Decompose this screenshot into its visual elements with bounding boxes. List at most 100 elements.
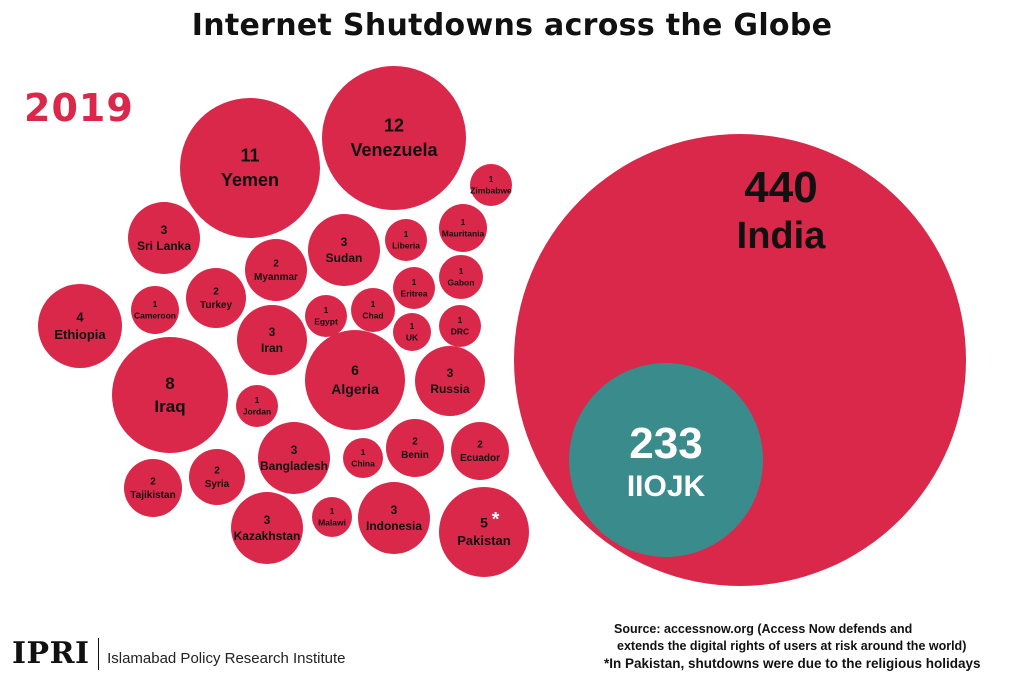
bubble-indonesia: 3 Indonesia — [358, 482, 430, 554]
bubble-mauritania: 1 Mauritania — [439, 204, 487, 252]
bubble-circle-mauritania — [439, 204, 487, 252]
bubble-label-kazakhstan: Kazakhstan — [234, 529, 301, 543]
logo-institute-name: Islamabad Policy Research Institute — [107, 650, 346, 667]
source-note-line2: extends the digital rights of users at r… — [617, 639, 967, 653]
source-note-line1: Source: accessnow.org (Access Now defend… — [614, 622, 913, 636]
bubble-value-benin: 2 — [412, 437, 418, 448]
bubble-value-malawi: 1 — [330, 507, 335, 516]
bubble-myanmar: 2 Myanmar — [245, 239, 307, 301]
bubble-value-iiojk: 233 — [629, 419, 702, 468]
chart-title: Internet Shutdowns across the Globe — [191, 8, 833, 43]
bubble-value-chad: 1 — [371, 300, 376, 309]
bubble-circle-iran — [237, 305, 307, 375]
bubble-value-jordan: 1 — [255, 396, 260, 405]
bubble-circle-sudan — [308, 214, 380, 286]
bubble-circle-chad — [351, 288, 395, 332]
bubble-jordan: 1 Jordan — [236, 385, 278, 427]
bubble-label-jordan: Jordan — [243, 407, 271, 417]
bubble-value-kazakhstan: 3 — [264, 513, 271, 527]
bubble-value-egypt: 1 — [324, 306, 329, 315]
bubble-algeria: 6 Algeria — [305, 330, 405, 430]
bubble-circle-iiojk — [569, 363, 763, 557]
bubble-label-malawi: Malawi — [318, 518, 346, 528]
bubble-circle-cameroon — [131, 286, 179, 334]
bubble-value-china: 1 — [361, 448, 366, 457]
bubble-value-russia: 3 — [447, 366, 454, 380]
bubble-circle-venezuela — [322, 66, 466, 210]
bubble-sudan: 3 Sudan — [308, 214, 380, 286]
bubble-marker-pakistan: * — [492, 508, 500, 530]
bubble-circle-turkey — [186, 268, 246, 328]
bubble-iraq: 8 Iraq — [112, 337, 228, 453]
bubble-value-liberia: 1 — [404, 230, 409, 239]
bubble-circle-eritrea — [393, 267, 435, 309]
footnote: *In Pakistan, shutdowns were due to the … — [604, 656, 981, 671]
bubble-circle-gabon — [439, 255, 483, 299]
bubble-eritrea: 1 Eritrea — [393, 267, 435, 309]
bubble-label-myanmar: Myanmar — [254, 272, 298, 283]
bubble-value-algeria: 6 — [351, 362, 359, 378]
bubble-label-iiojk: IIOJK — [627, 470, 706, 503]
bubble-ethiopia: 4 Ethiopia — [38, 284, 122, 368]
bubble-value-ethiopia: 4 — [76, 309, 84, 324]
bubble-malawi: 1 Malawi — [312, 497, 352, 537]
bubble-label-uk: UK — [406, 333, 419, 343]
bubble-label-india: India — [737, 215, 827, 257]
bubble-label-pakistan: Pakistan — [457, 533, 511, 548]
bubble-label-sudan: Sudan — [326, 251, 363, 265]
bubble-pakistan: 5 * Pakistan — [439, 487, 529, 577]
bubble-label-iraq: Iraq — [154, 397, 185, 416]
bubble-russia: 3 Russia — [415, 346, 485, 416]
chart-year: 2019 — [24, 86, 134, 130]
bubble-label-sri-lanka: Sri Lanka — [137, 239, 191, 253]
bubble-circle-yemen — [180, 98, 320, 238]
bubble-circle-pakistan — [439, 487, 529, 577]
bubble-label-bangladesh: Bangladesh — [260, 459, 328, 473]
bubble-gabon: 1 Gabon — [439, 255, 483, 299]
bubble-label-mauritania: Mauritania — [442, 229, 485, 239]
bubble-circle-ecuador — [451, 422, 509, 480]
bubble-value-india: 440 — [744, 163, 817, 212]
bubble-value-venezuela: 12 — [384, 116, 404, 136]
bubble-value-myanmar: 2 — [273, 259, 279, 270]
bubble-label-benin: Benin — [401, 450, 429, 461]
bubble-value-eritrea: 1 — [412, 278, 417, 287]
bubble-value-indonesia: 3 — [391, 503, 398, 517]
bubble-value-mauritania: 1 — [461, 218, 466, 227]
bubble-egypt: 1 Egypt — [305, 295, 347, 337]
bubble-uk: 1 UK — [393, 313, 431, 351]
bubble-label-drc: DRC — [451, 327, 469, 337]
bubble-label-china: China — [351, 459, 375, 469]
bubble-kazakhstan: 3 Kazakhstan — [231, 492, 303, 564]
bubble-circle-liberia — [385, 219, 427, 261]
bubble-bangladesh: 3 Bangladesh — [258, 422, 330, 494]
bubble-drc: 1 DRC — [439, 305, 481, 347]
bubble-value-sri-lanka: 3 — [161, 223, 168, 237]
bubble-circle-drc — [439, 305, 481, 347]
bubble-circle-russia — [415, 346, 485, 416]
bubble-circle-uk — [393, 313, 431, 351]
bubble-label-ethiopia: Ethiopia — [54, 327, 106, 342]
bubble-label-cameroon: Cameroon — [134, 311, 176, 321]
bubble-label-indonesia: Indonesia — [366, 519, 422, 533]
bubble-tajikistan: 2 Tajikistan — [124, 459, 182, 517]
logo-divider — [97, 637, 100, 670]
bubble-label-venezuela: Venezuela — [350, 140, 438, 160]
bubble-label-ecuador: Ecuador — [460, 453, 500, 464]
bubble-value-uk: 1 — [410, 322, 415, 331]
bubble-label-eritrea: Eritrea — [401, 289, 428, 299]
bubble-value-gabon: 1 — [459, 267, 464, 276]
bubble-label-yemen: Yemen — [221, 170, 279, 190]
bubble-chad: 1 Chad — [351, 288, 395, 332]
bubble-value-tajikistan: 2 — [150, 477, 156, 488]
bubble-label-liberia: Liberia — [392, 241, 420, 251]
bubble-cameroon: 1 Cameroon — [131, 286, 179, 334]
bubble-circle-myanmar — [245, 239, 307, 301]
bubble-turkey: 2 Turkey — [186, 268, 246, 328]
bubble-label-chad: Chad — [362, 311, 383, 321]
ipri-logo: IPRI Islamabad Policy Research Institute — [12, 636, 346, 671]
bubble-china: 1 China — [343, 438, 383, 478]
bubble-circle-china — [343, 438, 383, 478]
bubble-sri-lanka: 3 Sri Lanka — [128, 202, 200, 274]
bubble-circle-algeria — [305, 330, 405, 430]
